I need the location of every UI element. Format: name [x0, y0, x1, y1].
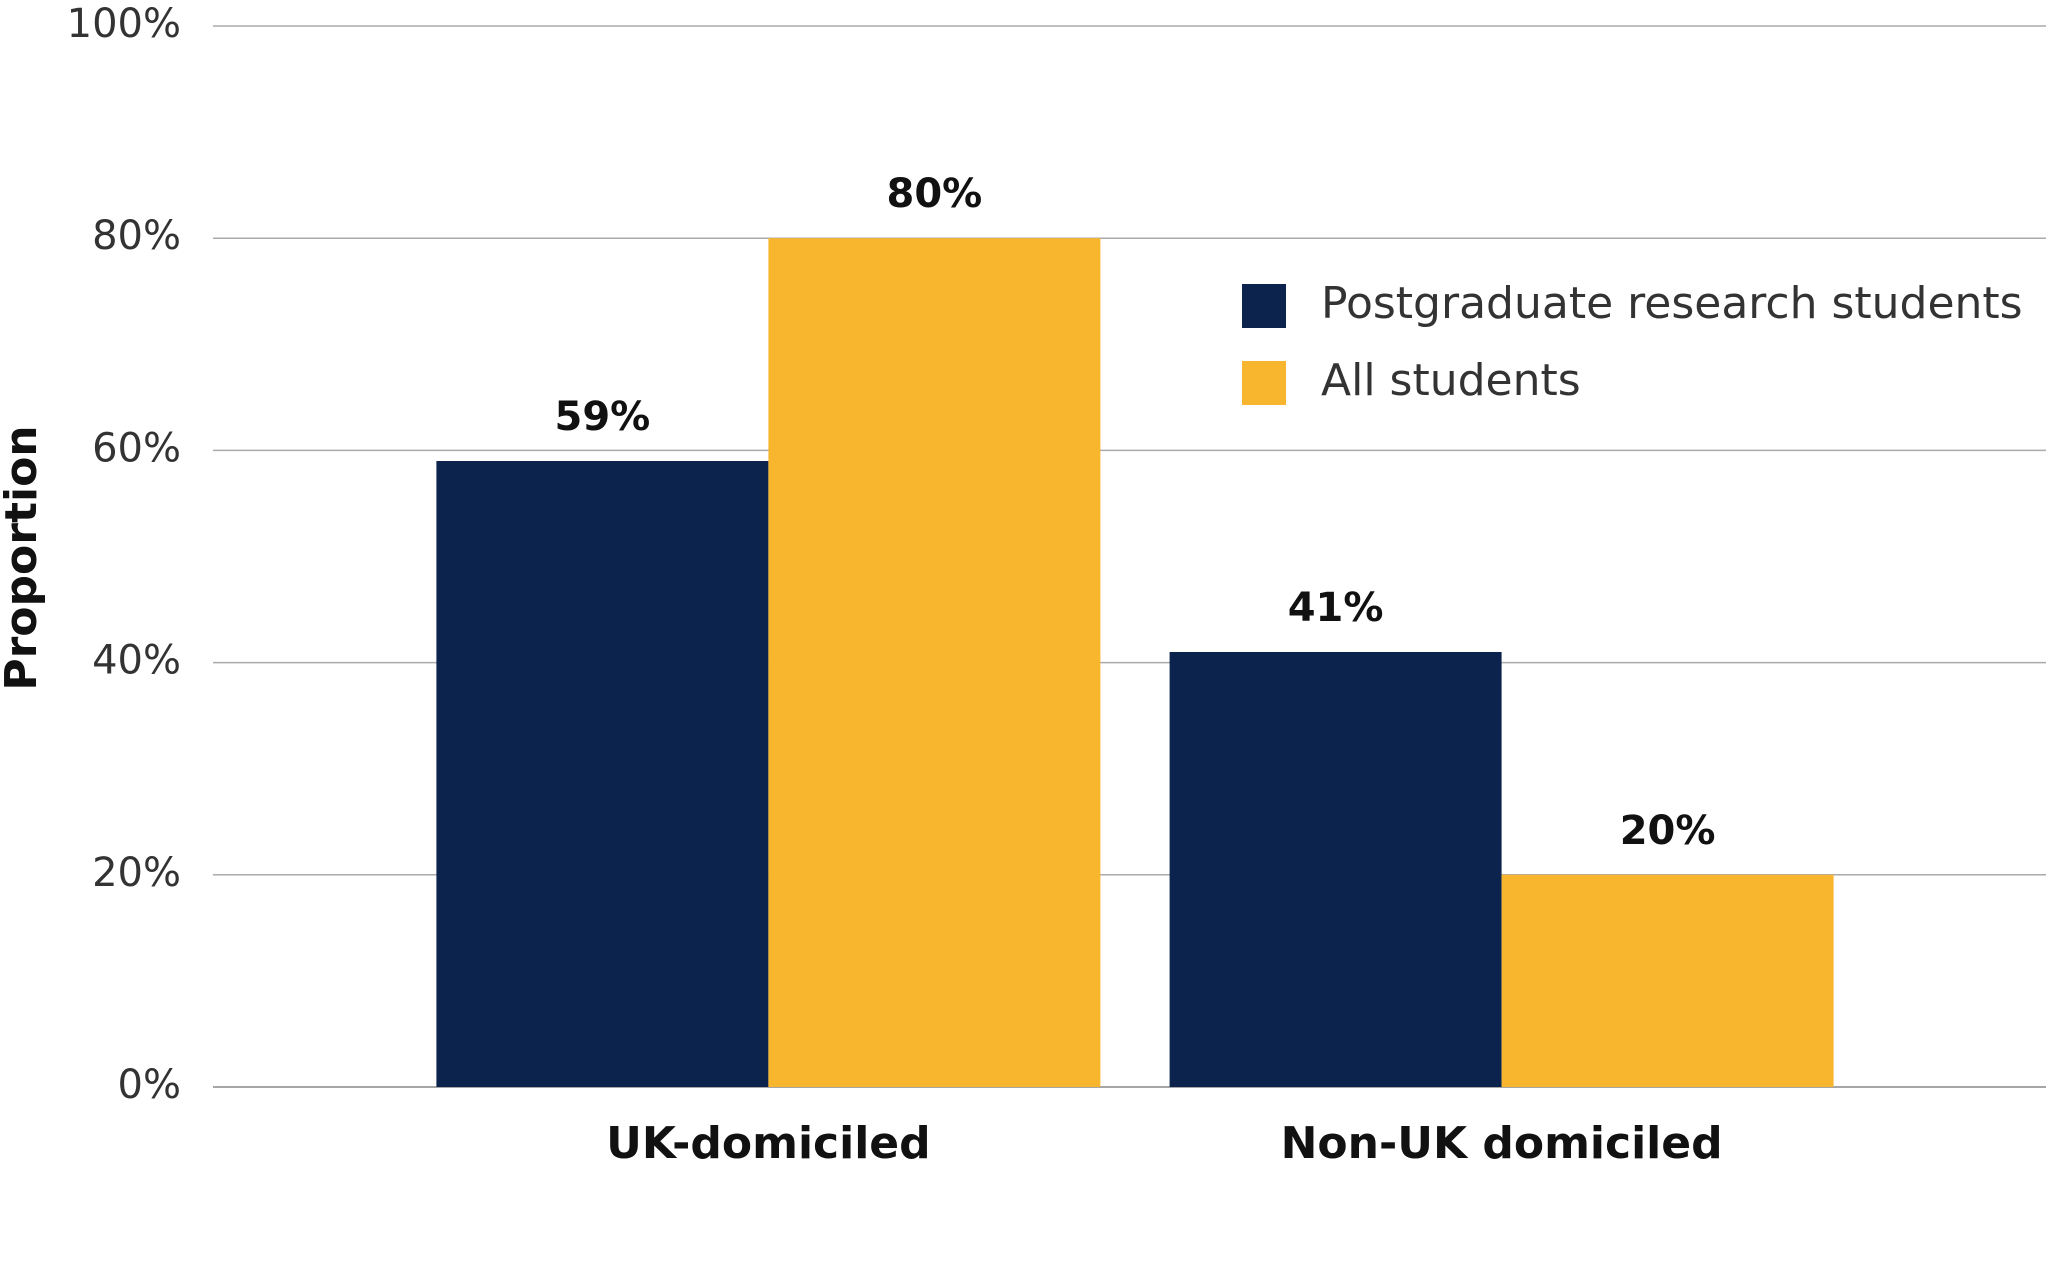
x-tick-label: Non-UK domiciled [1281, 1118, 1723, 1169]
y-axis-label: Proportion [0, 425, 47, 690]
legend-swatch [1242, 284, 1286, 328]
y-tick-label: 0% [118, 1062, 181, 1108]
value-label: 80% [887, 171, 983, 217]
y-tick-label: 100% [67, 1, 181, 47]
legend-label: All students [1321, 355, 1581, 406]
bar [436, 461, 769, 1087]
bar [1169, 651, 1502, 1087]
value-label: 41% [1288, 585, 1384, 631]
y-tick-label: 60% [92, 425, 181, 471]
y-tick-label: 40% [92, 638, 181, 684]
bar [1501, 874, 1834, 1087]
y-tick-label: 80% [92, 213, 181, 259]
value-label: 20% [1620, 808, 1716, 854]
x-tick-label: UK-domiciled [606, 1118, 931, 1169]
value-label: 59% [555, 394, 651, 440]
legend-swatch [1242, 361, 1286, 405]
legend-label: Postgraduate research students [1321, 278, 2023, 329]
bar [768, 238, 1101, 1087]
y-tick-label: 20% [92, 850, 181, 896]
